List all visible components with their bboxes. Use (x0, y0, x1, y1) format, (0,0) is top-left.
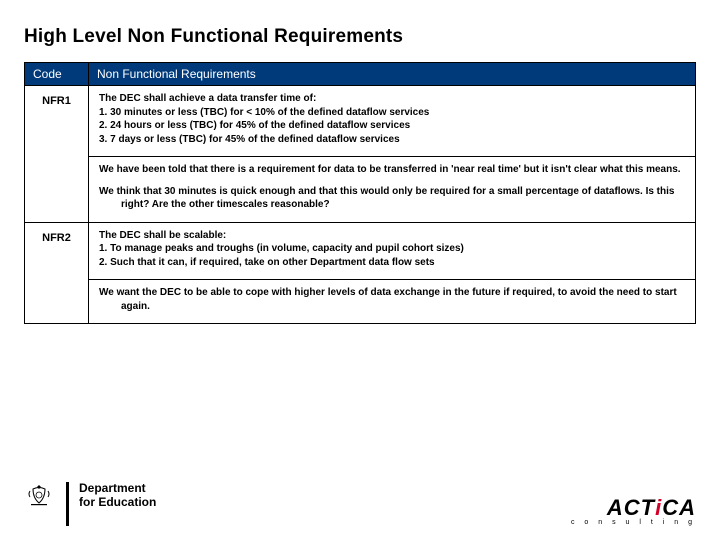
table-row: We have been told that there is a requir… (25, 157, 696, 223)
footer: Department for Education ACTiCA c o n s … (24, 478, 696, 526)
actica-wordmark: ACTiCA (607, 497, 696, 519)
actica-logo: ACTiCA c o n s u l t i n g (571, 497, 696, 526)
table-row: We want the DEC to be able to cope with … (25, 280, 696, 324)
note-para: We think that 30 minutes is quick enough… (99, 185, 685, 212)
col-header-code: Code (25, 63, 89, 86)
req-item: 1. 30 minutes or less (TBC) for < 10% of… (99, 106, 685, 120)
req-lead: The DEC shall achieve a data transfer ti… (99, 92, 685, 106)
dfe-line: Department (79, 482, 156, 496)
dfe-text: Department for Education (79, 482, 156, 510)
divider-bar (66, 482, 69, 526)
req-lead: The DEC shall be scalable: (99, 229, 685, 243)
req-item: 3. 7 days or less (TBC) for 45% of the d… (99, 133, 685, 147)
note-para: We have been told that there is a requir… (99, 163, 685, 177)
table-row: NFR2 The DEC shall be scalable: 1. To ma… (25, 222, 696, 280)
slide-page: High Level Non Functional Requirements C… (0, 0, 720, 540)
cell-code: NFR1 (25, 86, 89, 223)
req-item: 2. Such that it can, if required, take o… (99, 256, 685, 270)
tick-icon: i (655, 497, 662, 519)
dfe-line: for Education (79, 496, 156, 510)
cell-code: NFR2 (25, 222, 89, 324)
table-row: NFR1 The DEC shall achieve a data transf… (25, 86, 696, 157)
cell-note: We have been told that there is a requir… (89, 157, 696, 223)
page-title: High Level Non Functional Requirements (24, 26, 696, 48)
note-para: We want the DEC to be able to cope with … (99, 286, 685, 313)
actica-subtext: c o n s u l t i n g (571, 519, 696, 526)
dfe-logo: Department for Education (24, 482, 156, 526)
cell-requirement: The DEC shall achieve a data transfer ti… (89, 86, 696, 157)
table-header-row: Code Non Functional Requirements (25, 63, 696, 86)
cell-requirement: The DEC shall be scalable: 1. To manage … (89, 222, 696, 280)
req-item: 1. To manage peaks and troughs (in volum… (99, 242, 685, 256)
req-item: 2. 24 hours or less (TBC) for 45% of the… (99, 119, 685, 133)
col-header-req: Non Functional Requirements (89, 63, 696, 86)
requirements-table: Code Non Functional Requirements NFR1 Th… (24, 62, 696, 324)
cell-note: We want the DEC to be able to cope with … (89, 280, 696, 324)
crest-icon (24, 482, 54, 512)
